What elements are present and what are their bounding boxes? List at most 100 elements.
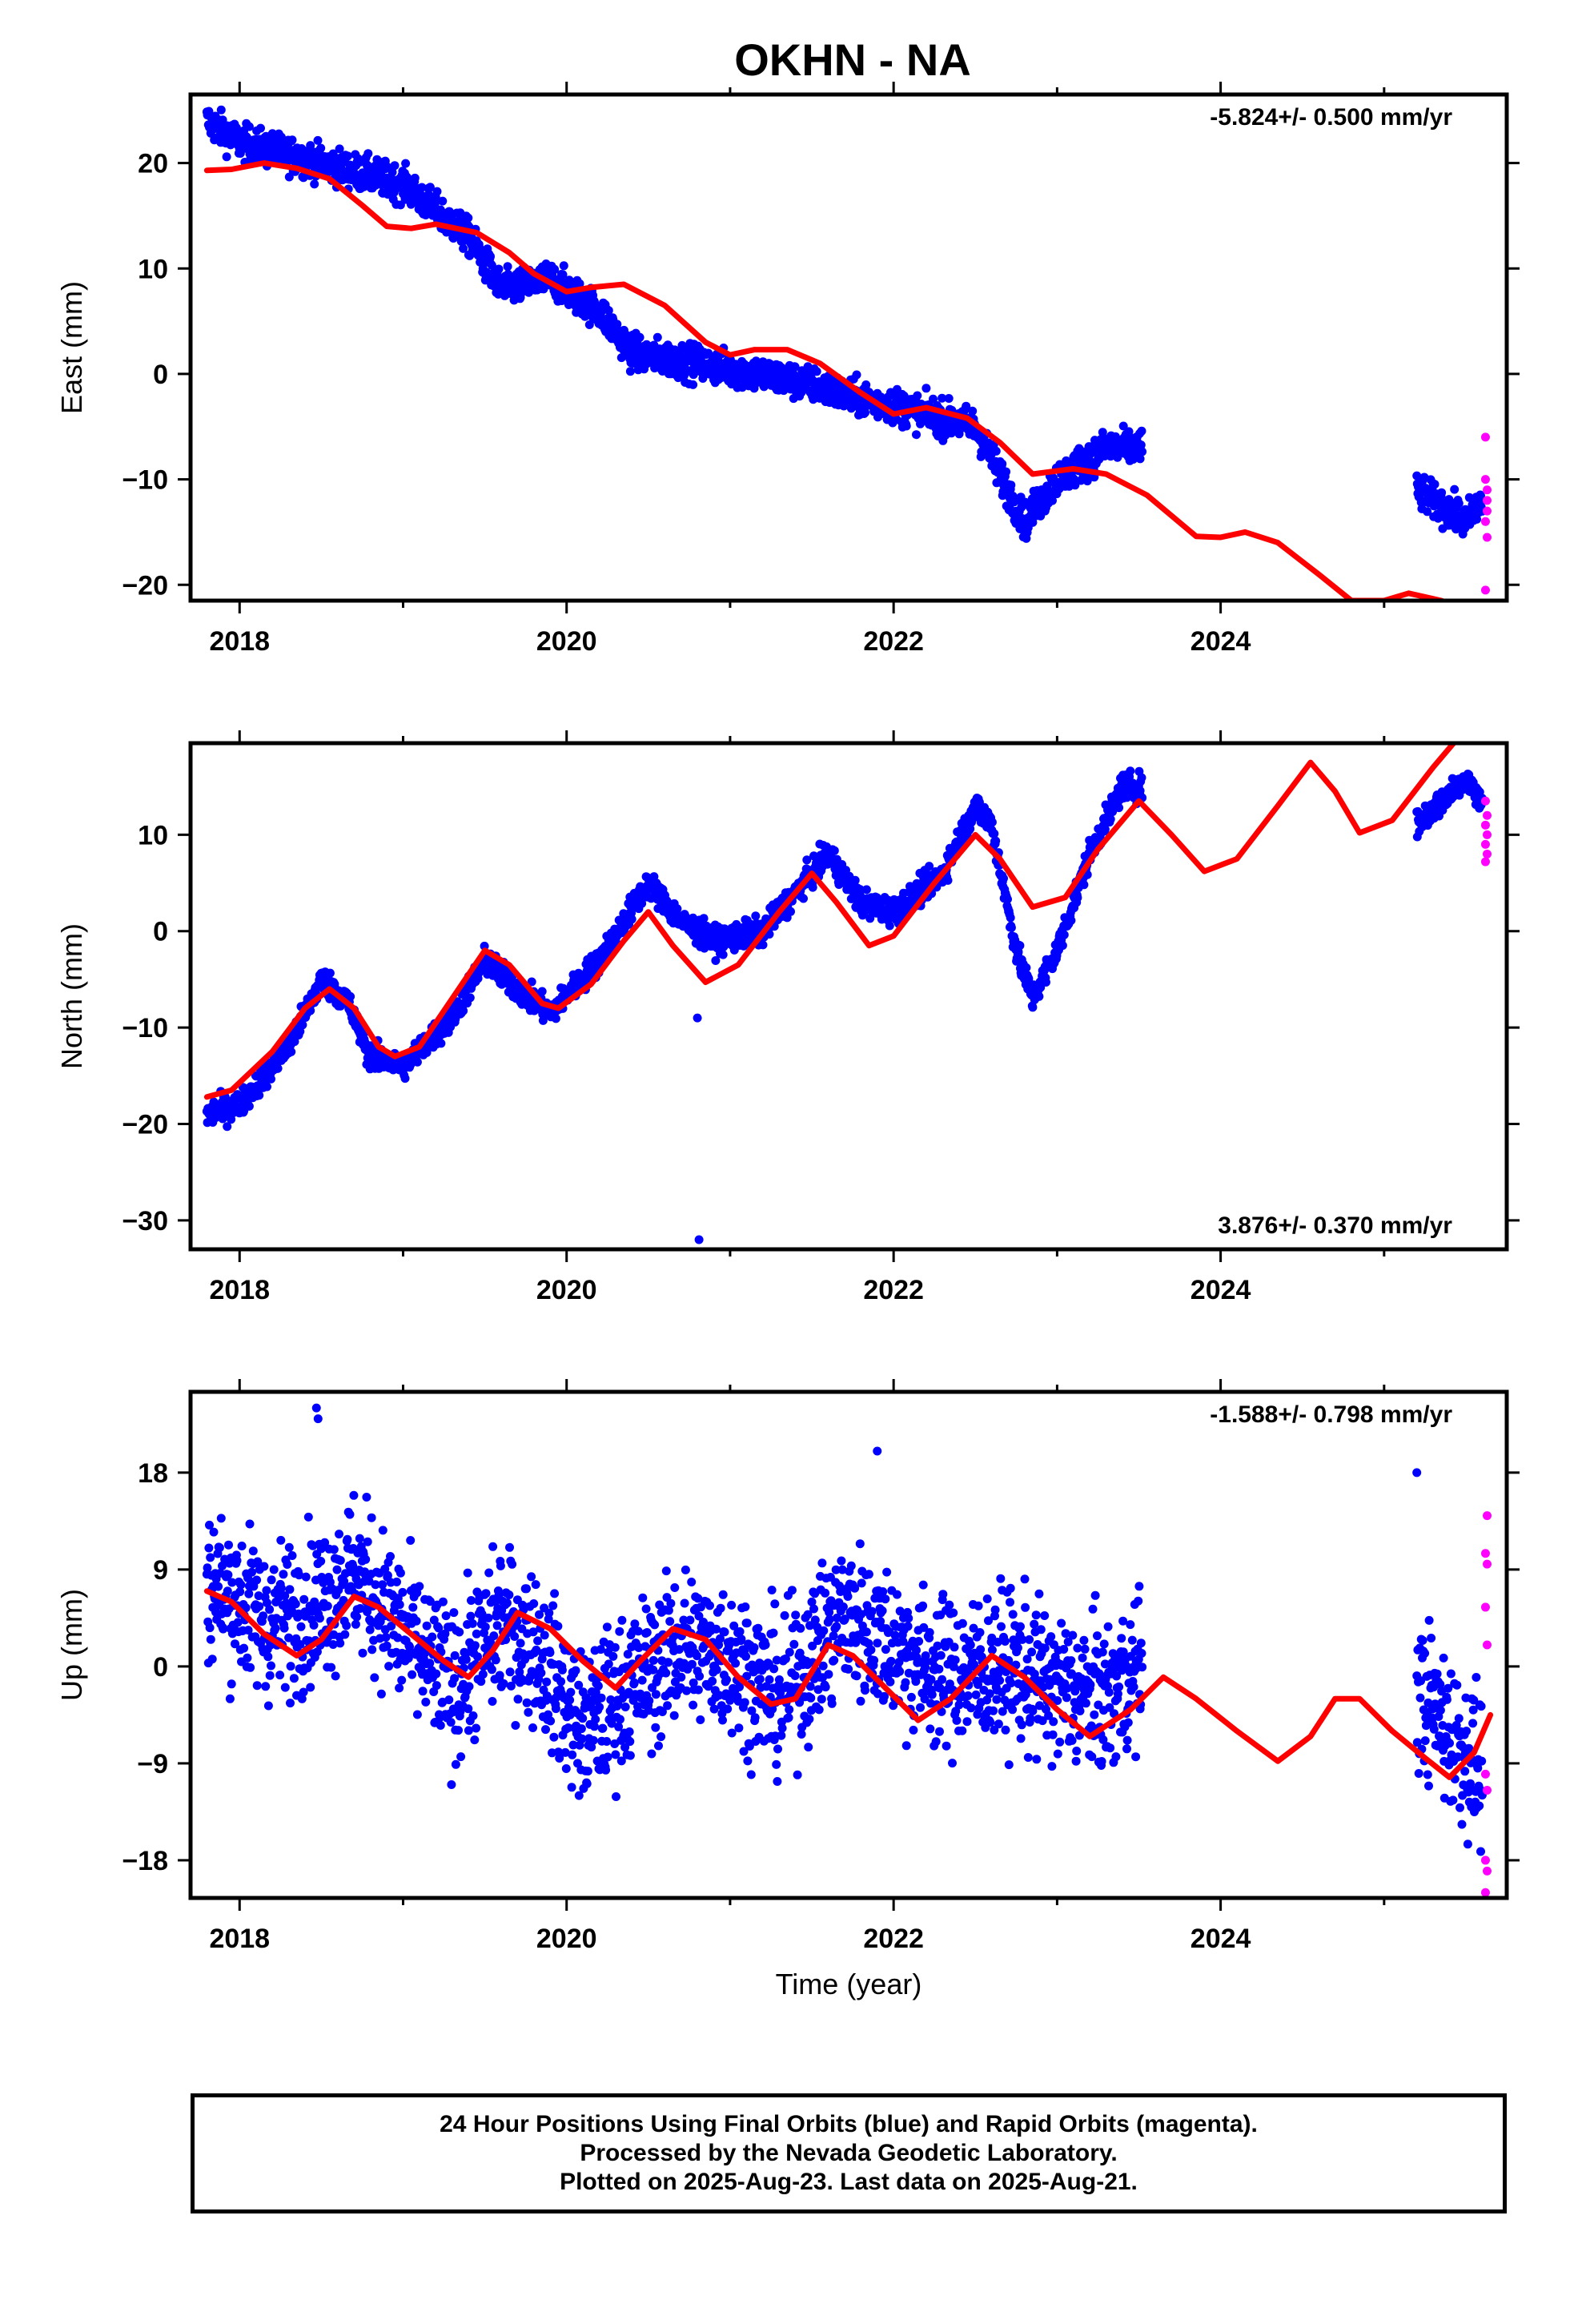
final-point <box>206 1553 215 1562</box>
final-point <box>522 1698 532 1707</box>
final-point <box>395 1600 404 1610</box>
final-point <box>335 1530 343 1539</box>
rapid-point <box>1482 849 1492 858</box>
final-point <box>1006 480 1016 490</box>
final-point <box>486 251 495 261</box>
final-point <box>541 1725 550 1735</box>
final-point <box>284 1542 294 1552</box>
final-point <box>506 1681 516 1691</box>
final-point <box>829 846 839 855</box>
final-point <box>625 367 635 376</box>
x-tick-label: 2024 <box>1191 626 1251 657</box>
final-point <box>355 1604 365 1613</box>
final-point <box>246 1663 255 1672</box>
final-point <box>376 1689 386 1699</box>
final-point <box>261 1682 271 1691</box>
final-point <box>635 332 644 342</box>
final-point <box>465 993 475 1003</box>
plot-area-north <box>202 743 1492 1244</box>
final-point <box>323 1602 332 1610</box>
final-point <box>583 1767 592 1776</box>
final-point <box>962 401 971 411</box>
final-point <box>291 1599 300 1609</box>
final-point <box>487 1665 496 1675</box>
final-point <box>545 1648 555 1658</box>
final-point <box>511 1721 520 1730</box>
final-point <box>263 1701 273 1711</box>
final-point <box>565 1695 575 1705</box>
final-point <box>551 1014 560 1023</box>
final-point <box>464 1704 473 1714</box>
final-point <box>574 1680 584 1690</box>
final-point <box>273 1063 283 1073</box>
final-point <box>412 1616 421 1626</box>
final-point <box>206 1634 215 1644</box>
x-tick-label: 2022 <box>863 626 924 657</box>
final-point <box>408 1602 418 1612</box>
final-point <box>559 261 568 271</box>
final-point <box>244 122 254 131</box>
y-tick-label: −20 <box>122 1110 168 1140</box>
final-point <box>476 1677 486 1687</box>
final-point <box>925 862 934 871</box>
final-point <box>446 1718 456 1727</box>
final-point <box>243 1653 252 1663</box>
panel-frame-north <box>188 741 1509 1252</box>
x-tick-label: 2022 <box>863 1275 924 1305</box>
final-point <box>503 262 512 271</box>
final-point <box>412 1710 422 1719</box>
final-point <box>550 1589 560 1598</box>
final-point <box>577 1734 587 1743</box>
final-point <box>252 1575 262 1585</box>
final-point <box>850 875 860 885</box>
x-tick-label: 2020 <box>536 626 597 657</box>
final-point <box>568 1750 577 1759</box>
final-point <box>504 1590 514 1599</box>
final-point <box>912 430 921 440</box>
final-point <box>459 243 468 253</box>
final-point <box>310 179 319 189</box>
x-tick-label: 2018 <box>209 1275 270 1305</box>
plot-area-up <box>202 1403 1494 1897</box>
final-point <box>450 1651 460 1660</box>
final-point <box>1450 485 1460 494</box>
final-point <box>386 1552 395 1561</box>
final-point <box>1073 893 1082 903</box>
final-outlier-point <box>693 1013 702 1023</box>
final-point <box>383 1570 392 1580</box>
final-point <box>1028 1003 1038 1012</box>
final-point <box>345 1510 355 1519</box>
rapid-point <box>1480 585 1490 595</box>
final-point <box>227 1679 236 1689</box>
final-point <box>861 380 871 389</box>
final-point <box>689 380 698 389</box>
final-point <box>929 394 938 404</box>
y-tick-label: −10 <box>122 1013 168 1043</box>
final-point <box>328 1640 338 1649</box>
final-point <box>227 1578 237 1587</box>
final-point <box>591 1715 600 1724</box>
final-point <box>1136 440 1146 450</box>
final-point <box>1106 814 1115 824</box>
final-point <box>263 1598 271 1607</box>
final-point <box>546 1716 556 1726</box>
final-point <box>711 956 721 965</box>
final-point <box>235 1587 245 1597</box>
final-point <box>316 1557 326 1566</box>
final-point <box>215 1543 224 1553</box>
final-point <box>255 1091 264 1100</box>
final-point <box>1022 963 1031 972</box>
final-point <box>575 279 584 288</box>
final-point <box>325 1578 335 1587</box>
final-point <box>533 1636 543 1646</box>
final-point <box>1015 941 1025 951</box>
final-point <box>468 1711 478 1720</box>
final-point <box>287 1551 297 1560</box>
final-point <box>283 1560 292 1569</box>
final-point <box>223 1586 232 1596</box>
final-point <box>327 1663 336 1672</box>
final-point <box>484 1613 493 1622</box>
final-point <box>339 1577 349 1586</box>
final-point <box>331 1671 340 1681</box>
